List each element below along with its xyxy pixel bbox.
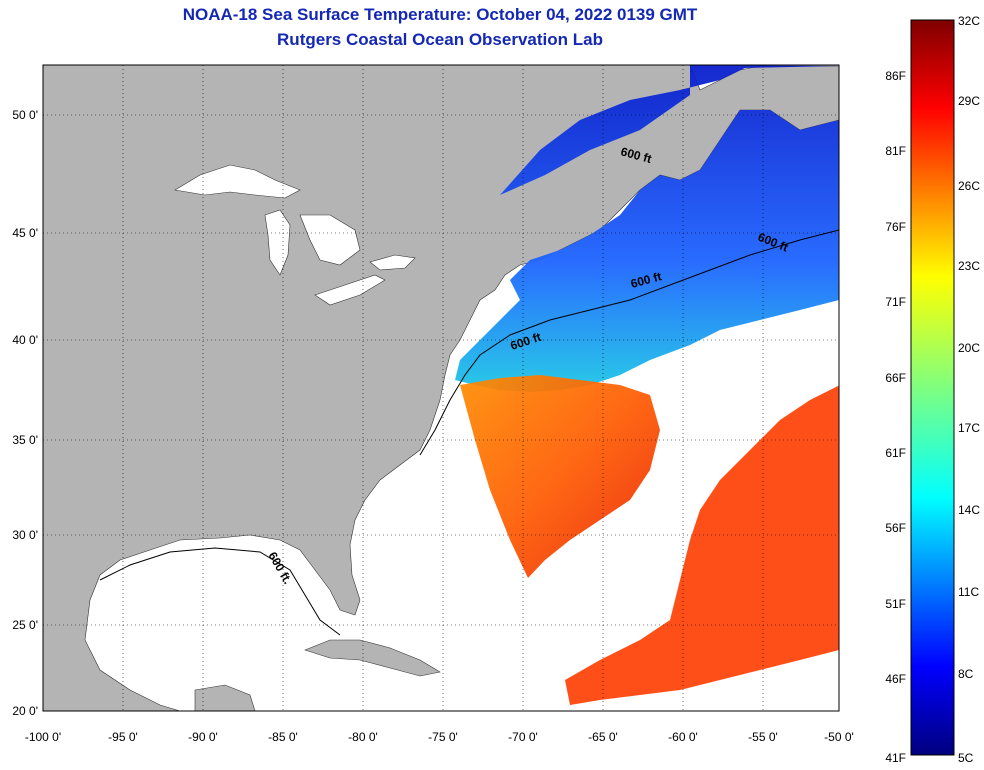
- lon-tick-label: -80 0': [348, 730, 378, 744]
- colorbar-label-f: 71F: [885, 295, 906, 309]
- lon-tick-label: -65 0': [588, 730, 618, 744]
- sst-cold-north: [455, 65, 839, 392]
- colorbar-label-f: 66F: [885, 371, 906, 385]
- lat-tick-label: 35 0': [12, 433, 38, 447]
- lon-tick-label: -50 0': [824, 730, 854, 744]
- lat-tick-label: 45 0': [12, 226, 38, 240]
- sst-warm-south: [565, 385, 839, 705]
- colorbar-label-f: 56F: [885, 521, 906, 535]
- lake-huron: [299, 214, 361, 266]
- colorbar-label-c: 23C: [958, 259, 980, 273]
- lat-tick-label: 50 0': [12, 108, 38, 122]
- colorbar-label-f: 81F: [885, 144, 906, 158]
- yucatan-land: [194, 684, 256, 711]
- colorbar-label-c: 26C: [958, 179, 980, 193]
- colorbar-fahrenheit-labels: 86F 81F 76F 71F 66F 61F 56F 51F 46F 41F: [885, 69, 906, 765]
- lat-tick-label: 40 0': [12, 333, 38, 347]
- lake-erie: [314, 274, 386, 306]
- lat-tick-label: 30 0': [12, 528, 38, 542]
- lon-tick-label: -70 0': [508, 730, 538, 744]
- colorbar-label-f: 76F: [885, 220, 906, 234]
- lon-tick-label: -90 0': [188, 730, 218, 744]
- colorbar-label-c: 5C: [958, 751, 974, 765]
- colorbar-celsius-labels: 32C 29C 26C 23C 20C 17C 14C 11C 8C 5C: [958, 14, 980, 765]
- colorbar: [910, 19, 955, 756]
- lon-tick-label: -85 0': [268, 730, 298, 744]
- colorbar-label-f: 41F: [885, 751, 906, 765]
- map-subtitle: Rutgers Coastal Ocean Observation Lab: [277, 30, 603, 49]
- colorbar-label-c: 11C: [958, 585, 979, 599]
- isobath-gulf: [99, 547, 341, 636]
- cuba-land: [304, 639, 441, 677]
- lake-ontario: [369, 254, 416, 271]
- colorbar-label-c: 32C: [958, 14, 980, 28]
- colorbar-label-c: 14C: [958, 503, 980, 517]
- colorbar-label-f: 86F: [885, 69, 906, 83]
- sst-warm-central: [460, 375, 660, 578]
- colorbar-label-f: 51F: [885, 597, 906, 611]
- lat-tick-label: 25 0': [12, 618, 38, 632]
- lat-axis: 50 0' 45 0' 40 0' 35 0' 30 0' 25 0' 20 0…: [12, 108, 38, 718]
- map-title: NOAA-18 Sea Surface Temperature: October…: [182, 5, 698, 24]
- lake-superior: [174, 164, 301, 199]
- colorbar-label-c: 8C: [958, 667, 974, 681]
- colorbar-label-c: 29C: [958, 94, 980, 108]
- lon-tick-label: -55 0': [748, 730, 778, 744]
- lon-tick-label: -95 0': [108, 730, 138, 744]
- lon-tick-label: -100 0': [25, 730, 61, 744]
- graticule: [43, 65, 839, 711]
- colorbar-label-c: 20C: [958, 341, 980, 355]
- lat-tick-label: 20 0': [12, 704, 38, 718]
- lake-michigan: [264, 209, 291, 276]
- lon-tick-label: -60 0': [668, 730, 698, 744]
- lon-tick-label: -75 0': [428, 730, 458, 744]
- colorbar-label-f: 61F: [885, 446, 906, 460]
- colorbar-label-f: 46F: [885, 672, 906, 686]
- isobath-600ft: [419, 229, 839, 456]
- colorbar-label-c: 17C: [958, 421, 980, 435]
- lon-axis: -100 0' -95 0' -90 0' -85 0' -80 0' -75 …: [25, 730, 854, 744]
